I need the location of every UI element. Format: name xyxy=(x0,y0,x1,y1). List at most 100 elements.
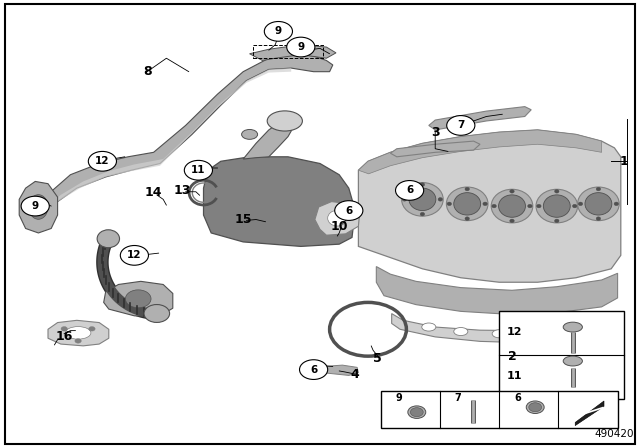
Ellipse shape xyxy=(585,193,612,215)
Ellipse shape xyxy=(528,204,532,208)
Text: 6: 6 xyxy=(406,185,413,195)
Ellipse shape xyxy=(499,195,525,217)
Ellipse shape xyxy=(447,202,452,206)
Polygon shape xyxy=(575,401,604,426)
Polygon shape xyxy=(45,68,291,208)
Circle shape xyxy=(120,246,148,265)
Polygon shape xyxy=(392,314,614,343)
Ellipse shape xyxy=(420,183,425,186)
Circle shape xyxy=(184,160,212,180)
Ellipse shape xyxy=(403,198,407,201)
Text: 13: 13 xyxy=(173,184,191,197)
Polygon shape xyxy=(376,267,618,314)
Circle shape xyxy=(335,201,363,220)
Text: 14: 14 xyxy=(145,186,163,199)
Text: 5: 5 xyxy=(373,352,382,365)
Ellipse shape xyxy=(492,189,532,223)
Polygon shape xyxy=(390,141,480,157)
Polygon shape xyxy=(243,121,294,159)
Circle shape xyxy=(410,408,423,417)
Text: 6: 6 xyxy=(514,393,521,404)
Ellipse shape xyxy=(492,330,506,338)
Ellipse shape xyxy=(554,190,559,193)
Text: 12: 12 xyxy=(95,156,109,166)
Text: 9: 9 xyxy=(396,393,403,404)
Ellipse shape xyxy=(492,204,497,208)
Polygon shape xyxy=(358,130,602,174)
Polygon shape xyxy=(35,54,333,220)
Ellipse shape xyxy=(29,194,48,219)
Text: 3: 3 xyxy=(431,125,440,139)
Polygon shape xyxy=(19,181,58,233)
Polygon shape xyxy=(319,365,358,375)
Circle shape xyxy=(88,151,116,171)
Ellipse shape xyxy=(526,401,544,414)
Circle shape xyxy=(447,116,475,135)
Circle shape xyxy=(125,290,151,308)
Polygon shape xyxy=(429,107,531,130)
Text: 15: 15 xyxy=(234,213,252,226)
Circle shape xyxy=(300,360,328,379)
Polygon shape xyxy=(358,130,621,282)
Text: 7: 7 xyxy=(454,393,461,404)
Circle shape xyxy=(21,196,49,216)
Polygon shape xyxy=(204,157,355,246)
Circle shape xyxy=(75,339,81,343)
Ellipse shape xyxy=(65,327,91,339)
Bar xyxy=(381,391,618,428)
Ellipse shape xyxy=(563,322,582,332)
Text: 16: 16 xyxy=(55,329,73,343)
Ellipse shape xyxy=(543,195,570,217)
Text: 11: 11 xyxy=(191,165,205,175)
Text: 11: 11 xyxy=(507,371,522,381)
Text: 7: 7 xyxy=(457,121,465,130)
Ellipse shape xyxy=(408,406,426,418)
Circle shape xyxy=(529,403,541,412)
Text: 2: 2 xyxy=(508,349,516,363)
Ellipse shape xyxy=(438,198,443,201)
Polygon shape xyxy=(250,45,336,60)
Text: 9: 9 xyxy=(297,42,305,52)
Polygon shape xyxy=(315,202,360,235)
Circle shape xyxy=(396,181,424,200)
Ellipse shape xyxy=(579,202,583,206)
Circle shape xyxy=(89,327,95,331)
Text: 9: 9 xyxy=(31,201,39,211)
Ellipse shape xyxy=(614,202,619,206)
Text: 6: 6 xyxy=(345,206,353,215)
Text: 4: 4 xyxy=(351,367,360,381)
Ellipse shape xyxy=(536,189,577,223)
Polygon shape xyxy=(104,281,173,316)
Ellipse shape xyxy=(596,187,601,191)
Bar xyxy=(499,311,624,399)
Ellipse shape xyxy=(97,230,120,248)
Ellipse shape xyxy=(536,204,541,208)
Text: 12: 12 xyxy=(507,327,522,337)
Ellipse shape xyxy=(402,182,444,216)
Ellipse shape xyxy=(454,327,468,336)
Text: 9: 9 xyxy=(275,26,282,36)
Ellipse shape xyxy=(409,188,436,211)
Ellipse shape xyxy=(420,212,425,216)
Ellipse shape xyxy=(465,217,470,220)
Text: 6: 6 xyxy=(310,365,317,375)
Polygon shape xyxy=(48,320,109,346)
Ellipse shape xyxy=(422,323,436,331)
Ellipse shape xyxy=(242,129,258,139)
Ellipse shape xyxy=(563,356,582,366)
Text: 490420: 490420 xyxy=(595,429,634,439)
Ellipse shape xyxy=(554,219,559,223)
Ellipse shape xyxy=(566,325,580,333)
Ellipse shape xyxy=(465,187,470,191)
Ellipse shape xyxy=(578,187,620,220)
Ellipse shape xyxy=(509,190,515,193)
Ellipse shape xyxy=(328,210,347,226)
Ellipse shape xyxy=(268,111,303,131)
Ellipse shape xyxy=(531,329,545,337)
Circle shape xyxy=(287,37,315,57)
Ellipse shape xyxy=(509,219,515,223)
Text: 12: 12 xyxy=(127,250,141,260)
Text: 10: 10 xyxy=(330,220,348,233)
Ellipse shape xyxy=(144,305,170,323)
Text: 8: 8 xyxy=(143,65,152,78)
